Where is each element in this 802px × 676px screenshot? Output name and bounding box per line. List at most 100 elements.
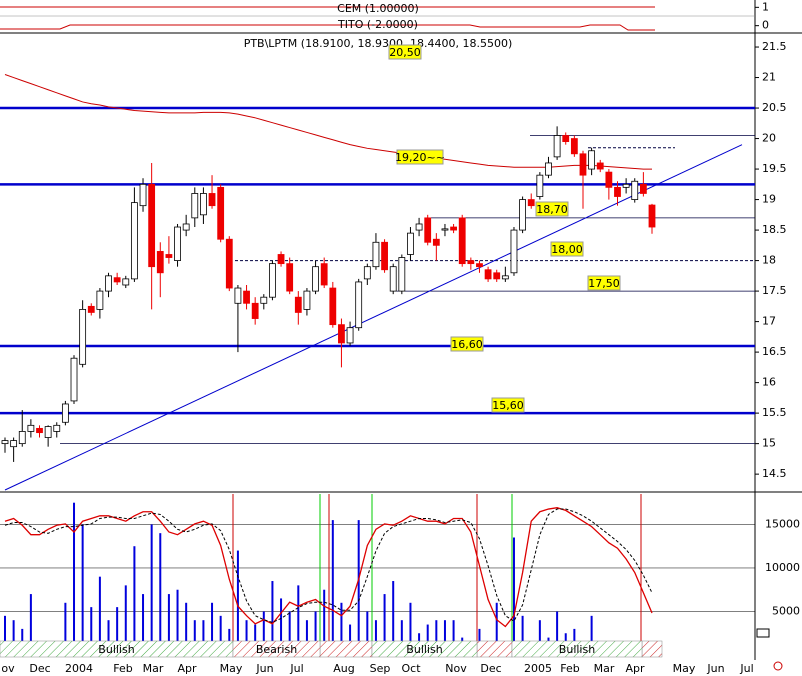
y-tick-label: 14.5 (762, 467, 787, 480)
volume-bar (374, 620, 377, 655)
x-tick-label: Mar (143, 662, 164, 675)
x-tick-label: May (673, 662, 696, 675)
volume-bar (262, 611, 265, 655)
candle-body (130, 202, 138, 280)
candle-body (44, 426, 52, 438)
candle-body (79, 308, 87, 365)
candle-body (527, 199, 535, 207)
volume-bar (366, 611, 369, 655)
volume-bar (133, 546, 136, 655)
candle-body (355, 281, 363, 329)
candle-body (320, 263, 328, 286)
candle-body (182, 223, 190, 231)
moving-average (4, 74, 652, 170)
candle-body (61, 403, 69, 423)
candle-body (269, 263, 276, 298)
candle-body (234, 287, 242, 304)
candle-body (648, 204, 656, 228)
x-tick-label: Feb (113, 662, 132, 675)
y-tick-label: 17 (762, 315, 776, 328)
volume-bar (193, 620, 196, 655)
x-tick-label: ov (1, 662, 15, 675)
volume-bar (400, 620, 403, 655)
x-tick-label: Oct (401, 662, 421, 675)
candle-body (346, 327, 354, 344)
volume-bar (331, 520, 334, 655)
candle-body (562, 135, 570, 143)
y-tick-label: 15 (762, 437, 776, 450)
volume-bar (81, 524, 84, 655)
volume-bar (409, 602, 412, 655)
candle-body (605, 171, 613, 188)
candle-body (87, 305, 95, 313)
x-tick-label: Jun (706, 662, 724, 675)
candle-body (225, 238, 233, 289)
volume-bar (288, 611, 291, 655)
volume-bar (159, 533, 162, 655)
volume-bar (452, 620, 455, 655)
x-tick-label: Dec (29, 662, 50, 675)
candle-body (493, 272, 501, 280)
candle-body (329, 287, 337, 326)
candle-body (338, 324, 345, 344)
candle-body (10, 440, 18, 448)
candle-body (294, 296, 302, 313)
candle-body (113, 277, 121, 283)
candle-body (277, 254, 285, 265)
candle-body (398, 257, 406, 292)
volume-bar (116, 607, 119, 655)
signal-band (476, 640, 513, 658)
scroll-icon[interactable] (756, 628, 770, 638)
y-tick-label: 18 (762, 254, 776, 267)
volume-bar (64, 602, 67, 655)
annotation-box (396, 149, 444, 165)
candle-body (96, 290, 104, 310)
x-tick-label: Sep (370, 662, 391, 675)
signal-band (319, 640, 373, 658)
annotation: 19,20~~ (395, 151, 445, 164)
volume-bar (297, 585, 300, 655)
annotation-box (450, 336, 484, 352)
volume-bar (590, 615, 593, 655)
volume-bar (392, 581, 395, 655)
volume-bar (280, 598, 283, 655)
x-tick-label: Mar (594, 662, 615, 675)
volume-bar (150, 524, 153, 655)
candle-body (217, 186, 225, 240)
volume-bar (305, 620, 308, 655)
x-tick-label: Jul (289, 662, 303, 675)
oscillator-line (4, 507, 653, 628)
y-tick-label: 1 (762, 0, 769, 13)
y-tick-label: 20 (762, 132, 776, 145)
candle-body (458, 217, 466, 265)
volume-bar (521, 615, 524, 655)
candle-body (27, 424, 35, 432)
candle-body (570, 138, 578, 155)
volume-bar (29, 594, 32, 655)
candle-body (70, 357, 78, 402)
candle-body (484, 269, 492, 280)
candle-body (53, 424, 61, 432)
candle-body (389, 266, 397, 292)
settings-icon[interactable] (773, 661, 783, 671)
volume-bar (4, 615, 6, 655)
candle-body (363, 266, 371, 280)
trendline (4, 144, 743, 491)
candle-body (372, 241, 380, 268)
candle-body (191, 193, 199, 219)
volume-bar (236, 550, 239, 655)
volume-bar (556, 611, 559, 655)
candle-body (519, 199, 526, 231)
candle-body (243, 290, 250, 304)
y-tick-label: 15000 (765, 517, 800, 530)
x-tick-label: Apr (625, 662, 645, 675)
annotation-box (535, 201, 569, 217)
y-tick-label: 19 (762, 193, 776, 206)
candle-body (165, 254, 173, 258)
annotation: 20,50 (389, 46, 421, 59)
signal-label: Bullish (406, 643, 442, 656)
candle-body (579, 153, 587, 176)
volume-bar (349, 624, 352, 655)
volume-bar (435, 620, 438, 655)
